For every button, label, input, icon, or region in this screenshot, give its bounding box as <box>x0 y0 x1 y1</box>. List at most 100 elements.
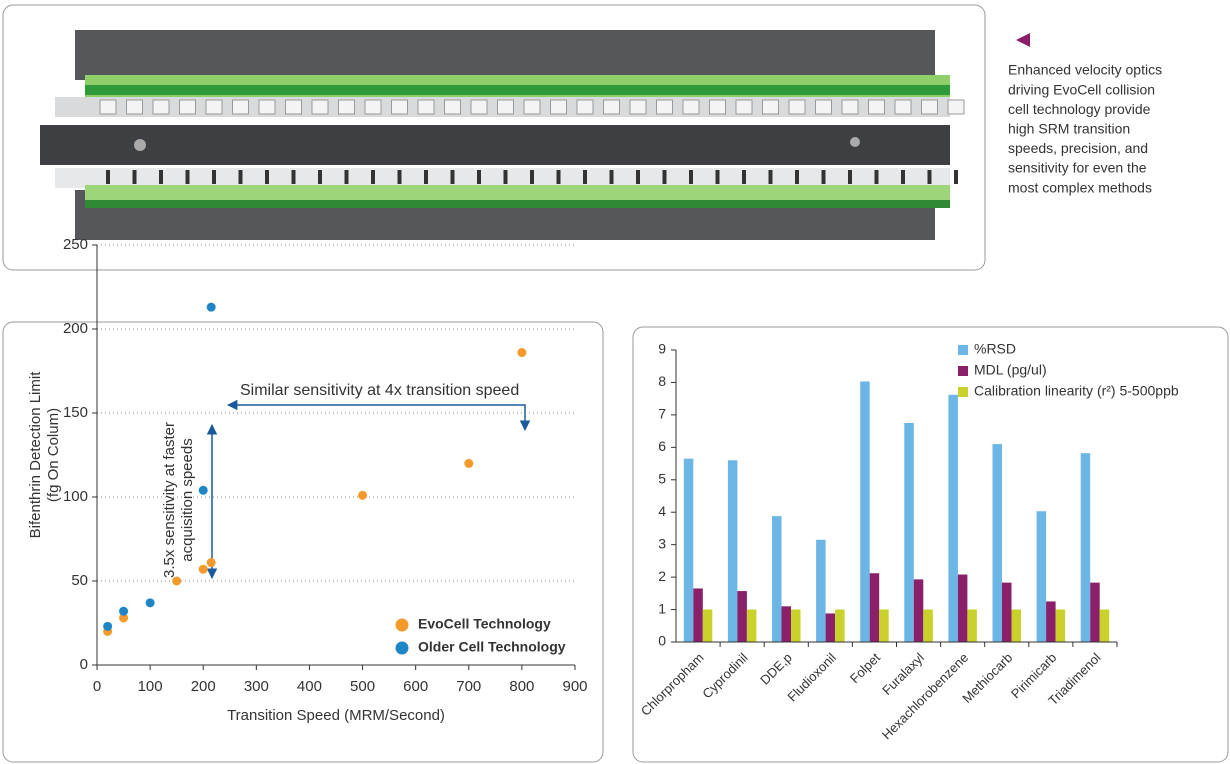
legend-label: Older Cell Technology <box>418 639 566 655</box>
legend-swatch <box>395 618 409 632</box>
caption-line: most complex methods <box>1008 179 1152 195</box>
tooth <box>788 99 806 115</box>
caption-line: Enhanced velocity optics <box>1008 62 1162 78</box>
tooth <box>417 99 435 115</box>
x-tick-label: 300 <box>244 678 269 695</box>
tooth <box>556 170 561 184</box>
tooth <box>477 170 481 184</box>
tooth <box>795 170 799 184</box>
tooth <box>338 99 355 115</box>
caption: Enhanced velocity optics driving EvoCell … <box>1008 62 1162 196</box>
photo-detail <box>99 99 965 184</box>
tooth <box>159 170 163 184</box>
tooth <box>265 170 269 184</box>
tooth <box>689 170 693 184</box>
tooth <box>497 99 514 115</box>
point <box>103 621 113 631</box>
bar <box>1011 609 1021 642</box>
tooth <box>126 99 143 115</box>
tooth <box>238 170 243 184</box>
bar <box>693 588 703 642</box>
x-tick-label: 900 <box>562 678 587 695</box>
legend-label: MDL (pg/ul) <box>974 362 1047 378</box>
tooth <box>609 170 614 184</box>
bar <box>772 516 782 642</box>
tooth <box>841 99 859 115</box>
tooth <box>947 99 965 115</box>
y-tick-label: 3 <box>658 535 666 551</box>
x-tick-label: 400 <box>297 678 322 695</box>
tooth <box>921 99 938 115</box>
y-tick-label: 9 <box>658 341 666 357</box>
tooth <box>815 99 832 115</box>
tooth <box>344 170 349 184</box>
tooth <box>311 99 329 115</box>
tooth <box>132 170 137 184</box>
tooth <box>450 170 455 184</box>
tooth <box>821 170 826 184</box>
legend-label: EvoCell Technology <box>418 616 551 632</box>
pointer <box>1016 33 1030 47</box>
x-tick-label: 0 <box>93 678 101 695</box>
tooth <box>636 170 640 184</box>
tooth <box>258 99 276 115</box>
tooth <box>179 99 196 115</box>
tooth <box>682 99 700 115</box>
point <box>358 490 368 500</box>
tooth <box>99 99 117 115</box>
tooth <box>603 99 620 115</box>
tooth <box>954 170 958 184</box>
tooth <box>742 170 746 184</box>
tooth <box>874 170 879 184</box>
tooth <box>715 170 720 184</box>
point <box>119 613 129 623</box>
bar <box>737 591 747 642</box>
legend-label: Calibration linearity (r²) 5-500ppb <box>974 383 1179 399</box>
legend-swatch <box>395 641 409 655</box>
point <box>206 558 216 568</box>
tooth <box>212 170 216 184</box>
bar <box>1055 609 1066 642</box>
caption-line: cell technology provide <box>1008 101 1151 117</box>
bar <box>781 606 791 642</box>
tooth <box>901 170 905 184</box>
bar <box>1036 511 1047 642</box>
y-tick-label: 150 <box>63 404 88 421</box>
tooth <box>364 99 382 115</box>
tooth <box>583 170 587 184</box>
point <box>172 576 182 586</box>
legend-label: %RSD <box>974 341 1016 357</box>
bar <box>1046 601 1056 642</box>
annotation: Similar sensitivity at 4x transition spe… <box>240 382 519 399</box>
bar <box>746 609 757 642</box>
tooth <box>470 99 488 115</box>
bar <box>992 444 1002 642</box>
y-tick-label: 6 <box>658 438 666 454</box>
point <box>517 348 527 358</box>
y-tick-label: 0 <box>80 656 88 673</box>
bar <box>835 609 845 642</box>
bar <box>1099 609 1110 642</box>
tooth <box>444 99 461 115</box>
bar <box>879 609 889 642</box>
tooth <box>106 170 110 184</box>
point <box>198 485 208 495</box>
tooth <box>291 170 296 184</box>
tooth <box>662 170 667 184</box>
point <box>206 302 216 312</box>
legend-swatch <box>958 345 968 355</box>
photo <box>40 30 950 240</box>
y-tick-label: 0 <box>658 633 666 649</box>
tooth <box>318 170 322 184</box>
tooth <box>709 99 726 115</box>
y-tick-label: 200 <box>63 320 88 337</box>
bar <box>683 458 694 642</box>
annotation: 3.5x sensitivity at faster <box>161 422 178 578</box>
y-tick-label: 2 <box>658 568 666 584</box>
tooth <box>868 99 885 115</box>
tooth <box>205 99 223 115</box>
y-axis-label: (fg On Colum) <box>45 408 62 502</box>
tooth <box>530 170 534 184</box>
caption-line: driving EvoCell collision <box>1008 81 1155 97</box>
